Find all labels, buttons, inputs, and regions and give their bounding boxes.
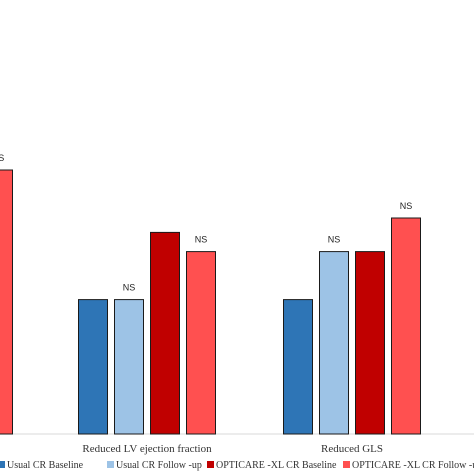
category-label-1: Reduced LV ejection fraction bbox=[82, 443, 212, 455]
annotation-ns-2: NS bbox=[123, 283, 136, 293]
legend-swatch-2 bbox=[107, 461, 114, 468]
category-labels: Reduced LV ejection fraction Reduced GLS bbox=[82, 443, 383, 455]
legend-label-3: OPTICARE -XL CR Baseline bbox=[216, 460, 337, 471]
bar-series-1-category-3 bbox=[283, 299, 313, 435]
annotation-ns-4: NS bbox=[328, 235, 341, 245]
annotation-ns-1: NS bbox=[0, 153, 4, 163]
legend-label-1: Usual CR Baseline bbox=[7, 460, 84, 471]
legend-swatch-4 bbox=[343, 461, 350, 468]
legend-label-4: OPTICARE -XL CR Follow -up bbox=[352, 460, 474, 471]
bar-series-2-category-3 bbox=[319, 251, 349, 435]
bar-series-2-category-2 bbox=[114, 299, 144, 435]
legend-swatch-1 bbox=[0, 461, 5, 468]
bars-group bbox=[0, 169, 421, 435]
category-label-2: Reduced GLS bbox=[321, 443, 383, 455]
bar-series-3-category-3 bbox=[355, 251, 385, 435]
bar-series-4-category-3 bbox=[391, 217, 421, 435]
bar-series-1-category-2 bbox=[78, 299, 108, 435]
annotation-ns-3: NS bbox=[195, 235, 208, 245]
bar-series-4-category-1 bbox=[0, 169, 13, 435]
annotations-group: NS NS NS NS NS bbox=[0, 153, 412, 293]
annotation-ns-5: NS bbox=[400, 201, 413, 211]
legend: Usual CR Baseline Usual CR Follow -up OPTI… bbox=[0, 460, 474, 471]
bar-series-3-category-2 bbox=[150, 231, 180, 435]
legend-swatch-3 bbox=[207, 461, 214, 468]
legend-label-2: Usual CR Follow -up bbox=[116, 460, 202, 471]
bar-series-4-category-2 bbox=[186, 251, 216, 435]
